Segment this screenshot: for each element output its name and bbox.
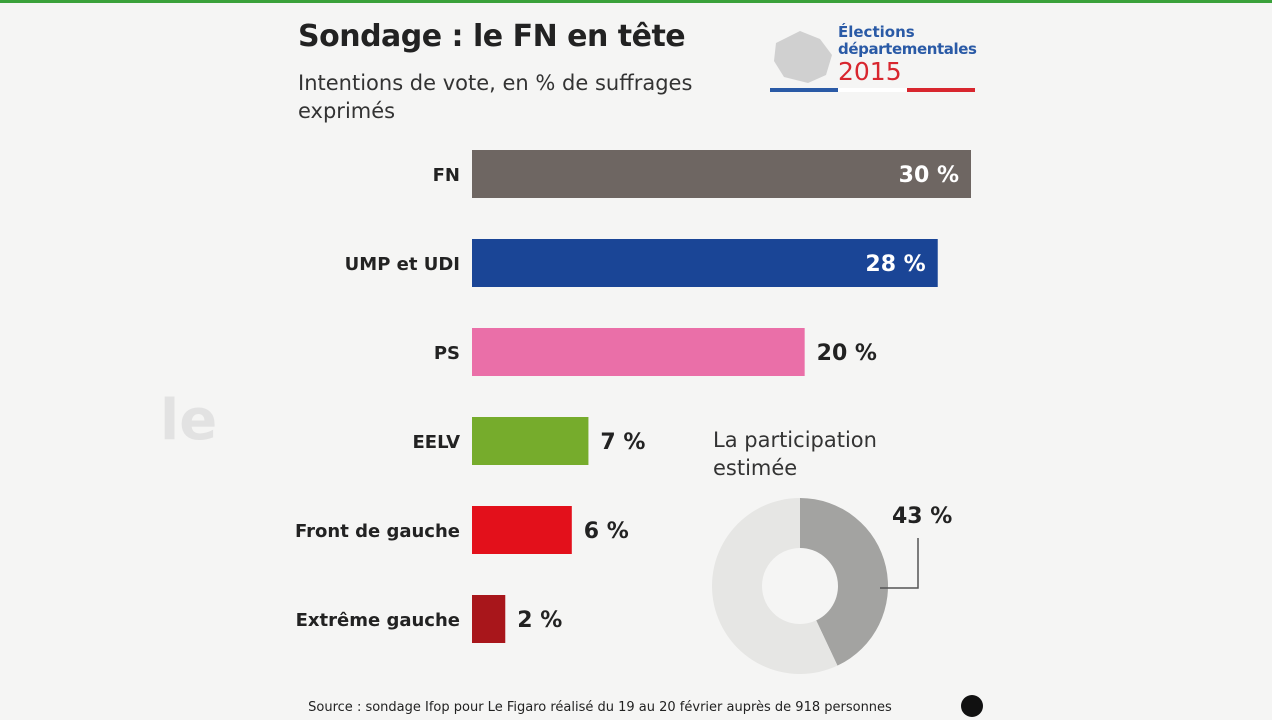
- flag-white: [838, 88, 907, 92]
- value-label: 7 %: [600, 430, 645, 455]
- pie-slice: [800, 498, 889, 666]
- bar: [472, 328, 805, 376]
- source: Source : sondage Ifop pour Le Figaro réa…: [308, 700, 892, 715]
- logo-line2: départementales: [838, 40, 977, 58]
- pie-slice: [712, 498, 838, 674]
- leader-line: [880, 538, 919, 589]
- chart-title: Sondage : le FN en tête: [298, 19, 686, 54]
- badge: [961, 695, 983, 717]
- bar: [472, 239, 938, 287]
- bar: [472, 595, 506, 643]
- bar: [472, 417, 589, 465]
- logo-year: 2015: [838, 57, 902, 86]
- category-label: UMP et UDI: [345, 254, 460, 275]
- category-label: Front de gauche: [295, 521, 460, 542]
- value-label: 20 %: [817, 341, 877, 366]
- france-map: [774, 31, 832, 83]
- flag-blue: [770, 88, 838, 92]
- category-label: EELV: [412, 432, 460, 453]
- flag-red: [907, 88, 975, 92]
- value-label: 28 %: [865, 252, 925, 277]
- category-label: FN: [433, 165, 460, 186]
- value-label: 30 %: [899, 163, 959, 188]
- logo-line1: Élections: [838, 23, 915, 41]
- category-label: Extrême gauche: [296, 610, 460, 631]
- pie-title: La participation estimée: [713, 428, 877, 480]
- value-label: 43 %: [892, 504, 952, 529]
- chart: FN 30 % UMP et UDI 28 % PS 20 % EELV 7 % Front d…: [295, 31, 983, 717]
- category-label: PS: [434, 343, 460, 364]
- bar: [472, 506, 572, 554]
- chart-subtitle: Intentions de vote, en % de suffrages ex…: [298, 71, 693, 123]
- value-label: 2 %: [517, 608, 562, 633]
- value-label: 6 %: [584, 519, 629, 544]
- watermark: le: [160, 388, 218, 453]
- bar: [472, 150, 971, 198]
